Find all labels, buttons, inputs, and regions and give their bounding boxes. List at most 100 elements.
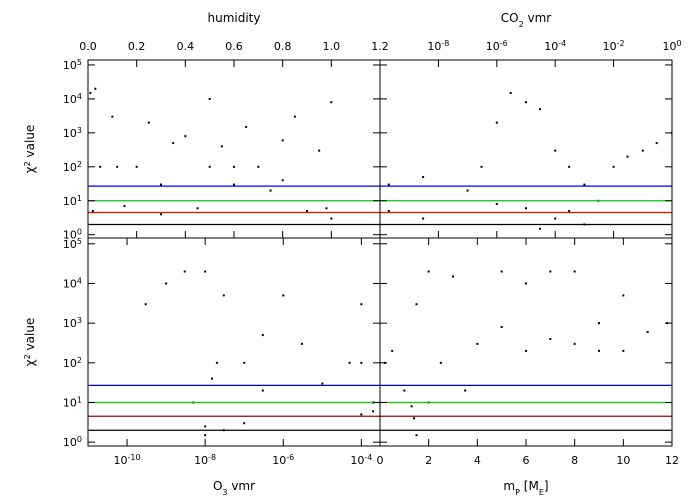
tick-label: 0.4 <box>177 40 195 53</box>
point <box>403 389 406 392</box>
point <box>325 207 328 210</box>
tick-label-base: 10 <box>603 40 617 53</box>
point <box>549 337 552 340</box>
point <box>495 121 498 124</box>
point <box>233 183 235 186</box>
tick-label: 105 <box>63 236 82 251</box>
tick-label-power: -6 <box>500 39 508 48</box>
point <box>598 322 600 325</box>
tick-label-base: 0.8 <box>274 40 292 53</box>
tick-label-power: -4 <box>364 453 372 462</box>
panel-frame <box>379 59 673 239</box>
point <box>413 417 416 420</box>
tick-label-base: 10 <box>63 161 77 174</box>
tick-label-base: 10 <box>63 195 77 208</box>
point <box>464 389 467 392</box>
point <box>360 413 363 416</box>
point <box>282 294 285 297</box>
point <box>387 183 390 186</box>
point <box>525 101 527 104</box>
point <box>538 108 541 111</box>
tick-label: 10-8 <box>427 39 449 54</box>
point <box>196 207 199 210</box>
tick-label-base: 10 <box>544 40 558 53</box>
tick-label: 6 <box>523 454 530 467</box>
tick-label-base: 0.2 <box>128 40 146 53</box>
point <box>525 207 527 210</box>
point <box>89 91 92 94</box>
point <box>144 303 147 306</box>
point <box>372 410 375 413</box>
axis-label-part: O <box>213 479 222 493</box>
point <box>415 434 418 437</box>
axis-label-part: 2 <box>519 20 524 29</box>
point <box>293 115 296 118</box>
tick-label: 10-6 <box>272 453 294 468</box>
point <box>208 97 211 100</box>
axis-label: χ2 value <box>23 125 38 174</box>
tick-label: 1.2 <box>371 40 389 53</box>
tick-label-base: 10 <box>616 454 630 467</box>
point <box>554 217 557 220</box>
point <box>525 349 527 352</box>
tick-label-base: 0.0 <box>79 40 97 53</box>
point <box>360 303 363 306</box>
tick-label-power: -10 <box>128 453 141 462</box>
tick-label-base: 10 <box>63 317 77 330</box>
point <box>495 203 498 206</box>
point <box>422 176 425 179</box>
panel-frame <box>379 237 673 447</box>
axis-label-part: E <box>539 488 544 497</box>
tick-label-base: 10 <box>63 59 77 72</box>
point <box>147 121 150 124</box>
point <box>204 270 207 273</box>
tick-label-base: 10 <box>63 436 77 449</box>
tick-label-power: 2 <box>77 355 82 364</box>
axis-label: O3 vmr <box>213 479 255 497</box>
point <box>204 434 207 437</box>
axis-label-part: value <box>23 125 37 162</box>
tick-label-power: 4 <box>77 276 82 285</box>
point <box>160 183 162 186</box>
point <box>573 270 576 273</box>
axis-label-part: CO <box>501 11 519 25</box>
point <box>509 91 512 94</box>
tick-label-power: 2 <box>77 159 82 168</box>
axis-label-part: vmr <box>228 479 256 493</box>
point <box>500 270 503 273</box>
tick-label: 103 <box>63 316 82 331</box>
point <box>281 139 284 142</box>
point <box>211 377 214 380</box>
point <box>165 282 168 285</box>
axis-label-part: χ <box>23 166 37 173</box>
tick-label-power: 5 <box>77 236 82 245</box>
panel-frame <box>87 59 381 239</box>
point <box>410 405 413 408</box>
point <box>300 342 303 345</box>
point <box>269 189 272 192</box>
axis-label: humidity <box>208 11 261 25</box>
axis-label-part: χ <box>23 359 37 366</box>
point <box>215 361 218 364</box>
point <box>598 349 600 352</box>
point <box>330 217 333 220</box>
tick-label-power: 0 <box>77 435 82 444</box>
tick-label: 10-4 <box>350 453 372 468</box>
point <box>116 165 119 168</box>
tick-label-power: -6 <box>286 453 294 462</box>
tick-label-power: -2 <box>617 39 625 48</box>
point <box>111 115 114 118</box>
tick-label: 102 <box>63 355 82 370</box>
point <box>427 270 430 273</box>
tick-label-base: 0.4 <box>177 40 195 53</box>
tick-label-base: 10 <box>63 277 77 290</box>
axis-label-part: [M <box>520 479 539 493</box>
point <box>568 165 571 168</box>
point <box>222 294 225 297</box>
axis-label-part: P <box>515 488 520 497</box>
axis-label: CO2 vmr <box>501 11 552 29</box>
tick-label-power: -8 <box>441 39 449 48</box>
point <box>622 294 625 297</box>
tick-label-base: 10 <box>662 40 676 53</box>
